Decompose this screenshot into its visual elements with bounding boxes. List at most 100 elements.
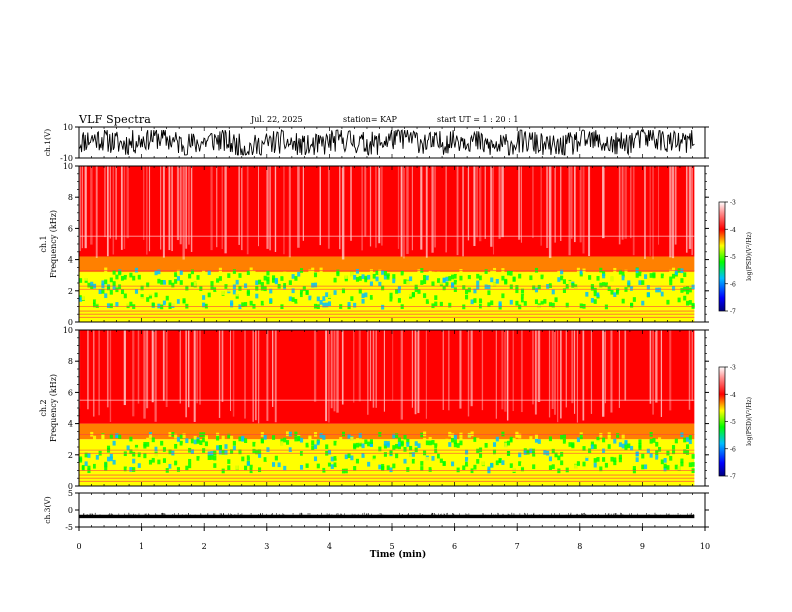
spectrogram-speckle	[571, 449, 575, 455]
colorbar-tick-label: -3	[730, 365, 736, 372]
spectrogram-speckle	[641, 280, 645, 285]
spectrogram-speckle	[313, 272, 318, 278]
spectrogram-speckle	[157, 278, 161, 284]
spectrogram-speckle	[655, 454, 659, 460]
spectrogram-speckle	[244, 438, 248, 443]
spectrogram-speckle	[392, 299, 396, 305]
spectrogram-speckle	[464, 294, 469, 300]
spectrogram-speckle	[445, 438, 449, 444]
spectrogram-speckle	[101, 280, 105, 286]
spectrogram-speckle	[487, 302, 491, 308]
spectrogram-speckle	[196, 439, 200, 444]
spectrogram-speckle	[115, 287, 119, 293]
spectrogram-streak	[414, 330, 417, 415]
spectrogram-speckle	[207, 302, 211, 308]
spectrogram-speckle	[383, 452, 387, 457]
spectrogram-streak	[685, 166, 688, 253]
spectrogram-speckle	[271, 444, 276, 450]
spectrogram-speckle	[120, 276, 125, 281]
spectrogram-streak	[361, 166, 363, 251]
spectrogram-speckle	[84, 452, 88, 458]
spectrogram-streak	[179, 330, 181, 404]
y-tick-label: 10	[63, 162, 73, 171]
spectrogram-speckle	[90, 284, 94, 290]
spectrogram-speckle	[162, 279, 167, 285]
spectrogram-speckle	[358, 288, 362, 294]
spectrogram-speckle	[372, 295, 376, 301]
spectrogram-speckle	[590, 285, 594, 291]
spectrogram-speckle	[585, 456, 589, 461]
spectrogram-speckle	[456, 282, 460, 287]
spectrogram-streak	[520, 166, 522, 243]
colorbar-tick-label: -4	[730, 227, 736, 234]
spectrogram-speckle	[423, 431, 427, 437]
spectrogram-speckle	[330, 464, 334, 469]
spectrogram-speckle	[590, 459, 594, 465]
spectrogram-speckle	[319, 289, 323, 295]
spectrogram-speckle	[395, 298, 399, 303]
spectrogram-speckle	[299, 289, 304, 295]
spectrogram-speckle	[397, 298, 401, 303]
spectrogram-speckle	[140, 444, 144, 450]
spectrogram-streak	[624, 330, 627, 401]
spectrogram-speckle	[137, 452, 141, 458]
spectrogram-speckle	[381, 285, 385, 291]
spectrogram-speckle	[649, 273, 653, 278]
spectrogram-speckle	[157, 445, 161, 451]
spectrogram-speckle	[199, 286, 203, 291]
spectrogram-streak	[123, 330, 126, 406]
spectrogram-streak	[557, 330, 559, 423]
spectrogram-speckle	[160, 279, 164, 285]
spectrogram-speckle	[112, 281, 116, 286]
spectrogram-speckle	[406, 438, 410, 444]
spectrogram-speckle	[308, 269, 312, 275]
spectrogram-streak	[258, 166, 259, 247]
spectrogram-speckle	[375, 290, 379, 296]
spectrogram-speckle	[459, 440, 463, 446]
spectrogram-speckle	[333, 277, 337, 283]
spectrogram-speckle	[322, 286, 326, 292]
spectrogram-speckle	[657, 446, 662, 452]
spectrogram-streak	[490, 166, 493, 247]
spectrogram-speckle	[92, 299, 97, 305]
spectrogram-speckle	[319, 445, 323, 451]
spectrogram-band	[79, 256, 695, 273]
spectrogram-speckle	[232, 445, 236, 451]
spectrogram-speckle	[685, 450, 690, 455]
spectrogram-streak	[162, 166, 165, 258]
spectrogram-streak	[179, 166, 182, 245]
spectrogram-streak	[624, 166, 627, 239]
spectrogram-streak	[392, 330, 394, 401]
spectrogram-speckle	[655, 287, 659, 293]
spectrogram-speckle	[353, 278, 357, 284]
spectrogram-speckle	[258, 449, 262, 455]
spectrogram-speckle	[313, 282, 318, 288]
spectrogram-speckle	[87, 282, 91, 288]
spectrogram-streak	[669, 330, 672, 411]
spectrogram-streak	[652, 166, 654, 260]
spectrogram-speckle	[680, 461, 684, 467]
spectrogram-speckle	[210, 304, 214, 310]
spectrogram-speckle	[330, 289, 334, 295]
spectrogram-streak	[176, 166, 180, 241]
spectrogram-speckle	[618, 296, 622, 302]
spectrogram-speckle	[417, 443, 421, 448]
spectrogram-speckle	[249, 452, 253, 457]
spectrogram-speckle	[632, 468, 636, 474]
waveform-trace	[79, 129, 695, 156]
spectrogram-speckle	[448, 442, 452, 447]
spectrogram-speckle	[196, 278, 200, 283]
spectrogram-speckle	[112, 459, 116, 465]
spectrogram-speckle	[445, 276, 449, 282]
spectrogram-speckle	[680, 278, 684, 283]
spectrogram-speckle	[439, 301, 443, 307]
spectrogram-speckle	[246, 455, 250, 460]
spectrogram-speckle	[361, 443, 365, 449]
spectrogram-streak	[691, 166, 693, 256]
spectrogram-speckle	[218, 444, 222, 450]
spectrogram-speckle	[403, 447, 407, 452]
spectrogram-speckle	[409, 292, 413, 297]
spectrogram-band	[79, 423, 695, 440]
spectrogram-streak	[688, 330, 691, 410]
spectrogram-speckle	[593, 299, 597, 304]
